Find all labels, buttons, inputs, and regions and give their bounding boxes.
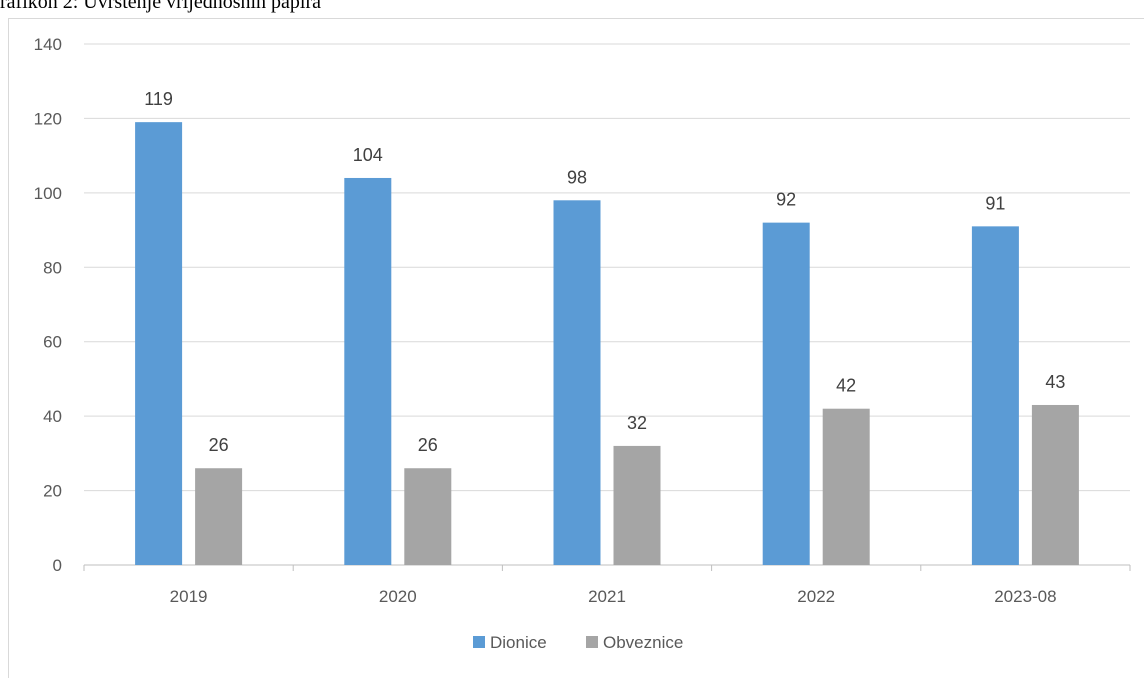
chart-area-border bbox=[8, 18, 1144, 678]
x-tick-label: 2020 bbox=[379, 587, 417, 606]
y-tick-label: 20 bbox=[43, 482, 62, 501]
bar-obveznice-2022[interactable] bbox=[822, 408, 870, 565]
legend-swatch-dionice bbox=[473, 636, 485, 648]
data-label: 26 bbox=[209, 435, 229, 455]
x-tick-label: 2022 bbox=[797, 587, 835, 606]
y-tick-label: 60 bbox=[43, 333, 62, 352]
x-tick-label: 2019 bbox=[170, 587, 208, 606]
data-label: 119 bbox=[144, 89, 173, 109]
bar-dionice-2023-08[interactable] bbox=[971, 226, 1019, 565]
bar-obveznice-2023-08[interactable] bbox=[1031, 404, 1079, 565]
y-tick-label: 120 bbox=[34, 109, 62, 128]
figure-caption: rafikon 2: Uvrštenje vrijednosnih papira bbox=[0, 0, 322, 13]
data-label: 43 bbox=[1045, 372, 1065, 392]
y-tick-label: 80 bbox=[43, 258, 62, 277]
data-label: 26 bbox=[418, 435, 438, 455]
x-tick-label: 2023-08 bbox=[994, 587, 1056, 606]
data-label: 42 bbox=[836, 376, 856, 396]
data-label: 104 bbox=[353, 145, 383, 165]
bar-obveznice-2021[interactable] bbox=[613, 445, 661, 565]
y-tick-label: 0 bbox=[53, 556, 62, 575]
legend-label-obveznice: Obveznice bbox=[603, 633, 683, 652]
bar-dionice-2021[interactable] bbox=[553, 200, 601, 566]
y-tick-label: 40 bbox=[43, 407, 62, 426]
data-label: 98 bbox=[567, 167, 587, 187]
bar-dionice-2020[interactable] bbox=[344, 177, 392, 565]
y-tick-label: 100 bbox=[34, 184, 62, 203]
data-label: 91 bbox=[985, 193, 1005, 213]
bar-dionice-2019[interactable] bbox=[135, 122, 183, 566]
legend-swatch-obveznice bbox=[586, 636, 598, 648]
data-label: 32 bbox=[627, 413, 647, 433]
data-label: 92 bbox=[776, 190, 796, 210]
bar-obveznice-2019[interactable] bbox=[195, 468, 243, 565]
x-tick-label: 2021 bbox=[588, 587, 626, 606]
bar-obveznice-2020[interactable] bbox=[404, 468, 452, 565]
legend-label-dionice: Dionice bbox=[490, 633, 547, 652]
bar-dionice-2022[interactable] bbox=[762, 222, 810, 565]
y-tick-label: 140 bbox=[34, 35, 62, 54]
